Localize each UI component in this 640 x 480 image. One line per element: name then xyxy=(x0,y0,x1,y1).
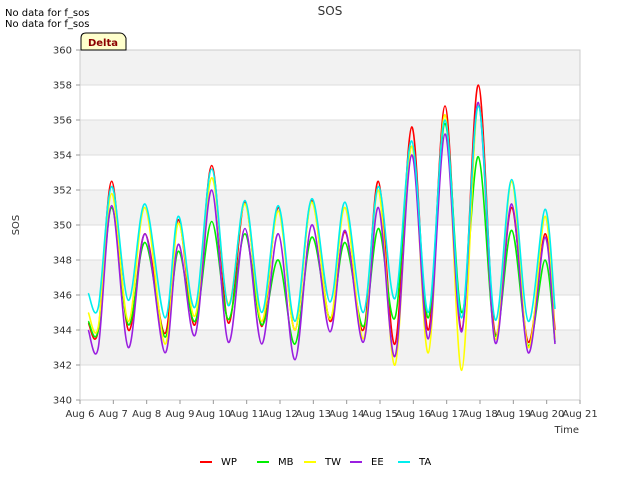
legend-label-mb: MB xyxy=(278,457,294,468)
x-axis-label: Time xyxy=(554,425,579,436)
y-tick-label: 348 xyxy=(53,256,72,267)
legend-label-ta: TA xyxy=(418,457,431,468)
plot-band xyxy=(80,190,580,225)
delta-badge xyxy=(80,32,127,51)
plot-band xyxy=(80,120,580,155)
x-tick-label: Aug 17 xyxy=(429,409,464,420)
x-tick-label: Aug 12 xyxy=(262,409,297,420)
x-tick-label: Aug 21 xyxy=(562,409,597,420)
y-tick-label: 346 xyxy=(53,291,72,302)
y-tick-label: 342 xyxy=(53,361,72,372)
x-tick-label: Aug 6 xyxy=(65,409,94,420)
legend-label-wp: WP xyxy=(221,457,237,468)
chart-title: SOS xyxy=(318,4,343,18)
x-tick-label: Aug 16 xyxy=(396,409,431,420)
x-tick-label: Aug 9 xyxy=(165,409,194,420)
no-data-note-2: No data for f_sos xyxy=(5,19,90,30)
y-tick-label: 354 xyxy=(53,151,72,162)
x-tick-label: Aug 20 xyxy=(529,409,564,420)
x-tick-label: Aug 8 xyxy=(132,409,161,420)
y-tick-label: 352 xyxy=(53,186,72,197)
x-tick-label: Aug 18 xyxy=(462,409,497,420)
plot-band xyxy=(80,330,580,365)
y-tick-label: 344 xyxy=(53,326,72,337)
x-tick-label: Aug 7 xyxy=(99,409,128,420)
plot-band xyxy=(80,50,580,85)
y-tick-label: 358 xyxy=(53,81,72,92)
x-tick-label: Aug 13 xyxy=(296,409,331,420)
x-tick-label: Aug 15 xyxy=(362,409,397,420)
y-axis-label: SOS xyxy=(11,215,22,236)
no-data-note-1: No data for f_sos xyxy=(5,8,90,19)
x-tick-label: Aug 10 xyxy=(196,409,231,420)
x-tick-label: Aug 14 xyxy=(329,409,364,420)
y-tick-label: 356 xyxy=(53,116,72,127)
delta-badge-label: Delta xyxy=(88,38,118,49)
series-line-ta xyxy=(87,105,556,323)
y-tick-label: 340 xyxy=(53,396,72,407)
y-tick-label: 360 xyxy=(53,46,72,57)
x-tick-label: Aug 19 xyxy=(496,409,531,420)
legend-label-tw: TW xyxy=(324,457,341,468)
y-tick-label: 350 xyxy=(53,221,72,232)
plot-band xyxy=(80,260,580,295)
x-tick-label: Aug 11 xyxy=(229,409,264,420)
legend-label-ee: EE xyxy=(371,457,384,468)
